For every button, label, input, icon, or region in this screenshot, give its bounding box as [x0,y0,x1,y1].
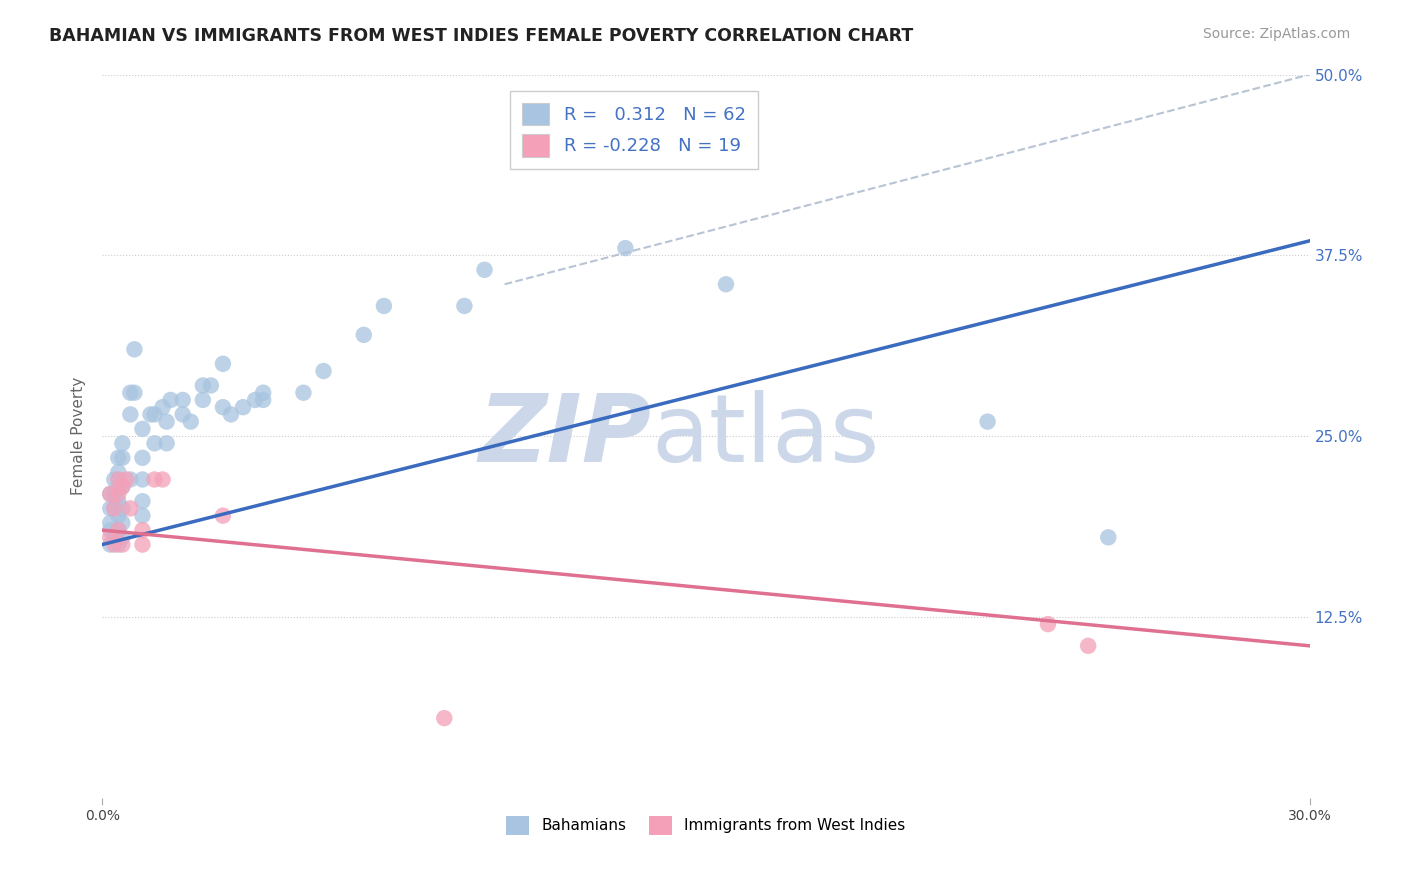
Point [139,408,162,422]
Point [252,392,274,407]
Legend: R =   0.312   N = 62, R = -0.228   N = 19: R = 0.312 N = 62, R = -0.228 N = 19 [509,91,758,169]
Point [433,711,456,725]
Point [107,523,129,537]
Point [107,450,129,465]
Point [131,422,153,436]
Point [98,487,121,501]
Point [107,487,129,501]
Point [155,436,177,450]
Point [131,538,153,552]
Point [103,487,125,501]
Point [1036,617,1059,632]
Point [107,465,129,479]
Point [232,400,254,414]
Point [103,538,125,552]
Point [212,508,235,523]
Point [614,241,637,255]
Point [103,473,125,487]
Point [353,327,375,342]
Point [131,508,153,523]
Point [98,530,121,544]
Point [373,299,395,313]
Point [212,400,235,414]
Point [131,494,153,508]
Text: Source: ZipAtlas.com: Source: ZipAtlas.com [1202,27,1350,41]
Point [111,450,134,465]
Point [200,378,222,392]
Point [243,392,266,407]
Point [219,408,242,422]
Point [172,392,194,407]
Point [98,501,121,516]
Point [1097,530,1119,544]
Point [111,501,134,516]
Point [212,357,235,371]
Point [98,538,121,552]
Point [111,530,134,544]
Point [107,480,129,494]
Point [155,415,177,429]
Point [103,530,125,544]
Point [107,473,129,487]
Point [120,385,142,400]
Point [143,436,166,450]
Point [1077,639,1099,653]
Point [120,501,142,516]
Point [131,450,153,465]
Point [191,378,214,392]
Point [115,473,138,487]
Point [152,400,174,414]
Point [180,415,202,429]
Point [107,538,129,552]
Point [252,385,274,400]
Point [474,262,496,277]
Point [124,385,146,400]
Point [111,480,134,494]
Point [124,343,146,357]
Point [131,523,153,537]
Text: atlas: atlas [651,390,880,482]
Point [107,508,129,523]
Point [976,415,998,429]
Point [143,473,166,487]
Point [159,392,181,407]
Point [312,364,335,378]
Point [111,538,134,552]
Point [107,523,129,537]
Point [152,473,174,487]
Point [143,408,166,422]
Point [453,299,475,313]
Point [120,408,142,422]
Point [191,392,214,407]
Point [111,436,134,450]
Text: ZIP: ZIP [478,390,651,482]
Point [107,494,129,508]
Point [111,516,134,530]
Y-axis label: Female Poverty: Female Poverty [72,377,86,495]
Point [98,516,121,530]
Point [103,501,125,516]
Point [111,480,134,494]
Text: BAHAMIAN VS IMMIGRANTS FROM WEST INDIES FEMALE POVERTY CORRELATION CHART: BAHAMIAN VS IMMIGRANTS FROM WEST INDIES … [49,27,914,45]
Point [172,408,194,422]
Point [292,385,315,400]
Point [103,501,125,516]
Point [714,277,737,292]
Point [98,523,121,537]
Point [120,473,142,487]
Point [131,473,153,487]
Point [98,487,121,501]
